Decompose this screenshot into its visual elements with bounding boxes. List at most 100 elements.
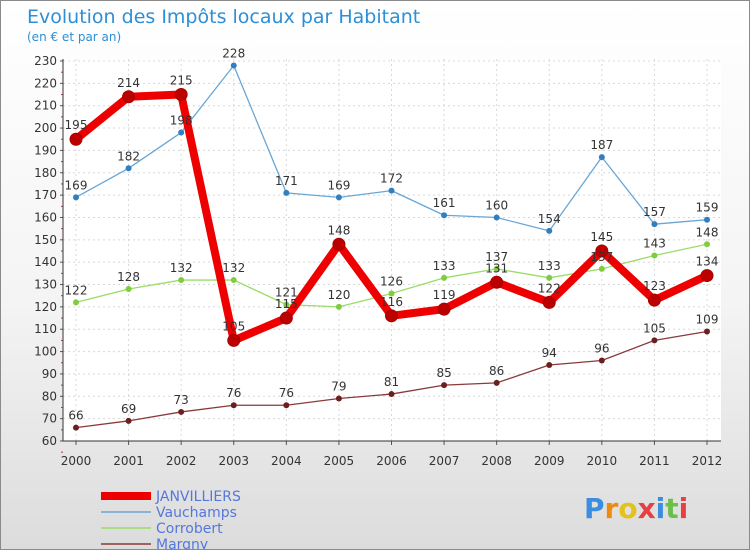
- y-tick-label: 160: [34, 210, 57, 224]
- y-tick-label: 220: [34, 76, 57, 90]
- data-label: 76: [226, 386, 241, 400]
- legend-label: Vauchamps: [156, 505, 237, 521]
- data-label: 148: [327, 223, 350, 237]
- chart-subtitle: (en € et par an): [27, 30, 121, 44]
- data-label: 159: [696, 201, 719, 215]
- data-label: 116: [380, 295, 403, 309]
- data-label: 66: [68, 409, 83, 423]
- y-tick-label: 200: [34, 121, 57, 135]
- data-point: [493, 265, 500, 272]
- logo-letter: o: [618, 492, 637, 525]
- data-point: [73, 299, 79, 306]
- data-point: [388, 290, 395, 297]
- data-label: 126: [380, 274, 403, 288]
- y-tick-label: 100: [34, 345, 57, 359]
- data-label: 157: [643, 205, 666, 219]
- x-tick-label: 2007: [429, 454, 460, 468]
- data-point: [651, 337, 658, 344]
- y-tick-label: 130: [34, 278, 57, 292]
- data-label: 121: [275, 286, 298, 300]
- data-label: 182: [117, 149, 140, 163]
- data-label: 160: [485, 198, 508, 212]
- data-label: 122: [65, 283, 88, 297]
- data-point: [490, 275, 504, 289]
- data-label: 119: [433, 288, 456, 302]
- data-label: 161: [433, 196, 456, 210]
- data-point: [283, 402, 290, 409]
- data-point: [332, 237, 346, 251]
- data-point: [385, 309, 398, 323]
- data-point: [441, 382, 448, 389]
- data-point: [125, 286, 132, 292]
- legend-label: Margny: [156, 537, 208, 549]
- x-tick-label: 2009: [534, 454, 565, 468]
- data-point: [651, 221, 658, 228]
- data-point: [335, 194, 342, 201]
- x-tick-label: 2011: [639, 454, 670, 468]
- y-tick-label: 90: [42, 367, 57, 381]
- y-tick-label: 120: [34, 300, 57, 314]
- logo-letter: i: [656, 492, 666, 525]
- data-label: 123: [643, 279, 666, 293]
- data-point: [335, 303, 342, 310]
- data-point: [651, 252, 658, 259]
- data-label: 120: [327, 288, 350, 302]
- y-tick-label: 150: [34, 233, 57, 247]
- grid: [63, 59, 721, 442]
- y-tick-label: 230: [34, 54, 57, 68]
- data-label: 228: [222, 46, 245, 60]
- data-point: [230, 402, 237, 409]
- data-label: 122: [538, 281, 561, 295]
- x-tick-label: 2010: [587, 454, 618, 468]
- data-point: [647, 293, 661, 307]
- data-point: [546, 274, 553, 281]
- data-label: 96: [594, 342, 609, 356]
- data-point: [122, 90, 136, 104]
- y-tick-label: 140: [34, 255, 57, 269]
- proxiti-logo: Proxiti: [584, 492, 688, 525]
- x-tick-label: 2005: [324, 454, 355, 468]
- legend-label: Corrobert: [156, 521, 223, 537]
- data-label: 85: [436, 366, 451, 380]
- data-label: 172: [380, 172, 403, 186]
- data-label: 215: [170, 74, 193, 88]
- data-point: [73, 424, 79, 431]
- data-label: 81: [384, 375, 399, 389]
- data-label: 134: [696, 255, 719, 269]
- data-label: 132: [222, 261, 245, 275]
- x-tick-label: 2008: [481, 454, 512, 468]
- y-tick-label: 170: [34, 188, 57, 202]
- data-point: [441, 212, 448, 219]
- y-tick-label: 80: [42, 389, 57, 403]
- data-point: [441, 274, 448, 281]
- x-tick-label: 2006: [376, 454, 407, 468]
- data-label: 86: [489, 364, 504, 378]
- logo-letter: i: [679, 492, 689, 525]
- data-point: [230, 62, 237, 69]
- data-label: 76: [279, 386, 294, 400]
- data-point: [598, 154, 605, 161]
- y-tick-label: 180: [34, 166, 57, 180]
- data-label: 148: [696, 225, 719, 239]
- data-label: 105: [643, 321, 666, 335]
- data-label: 214: [117, 76, 140, 90]
- axes: 60 70 80 90 100 110 120 130 140 150 160 170 180 190 20…: [34, 54, 722, 468]
- data-point: [437, 302, 451, 316]
- y-tick-label: 70: [42, 412, 57, 426]
- logo-letter: r: [605, 492, 619, 525]
- data-label: 195: [65, 118, 88, 132]
- data-point: [178, 408, 185, 415]
- data-label: 131: [485, 261, 508, 275]
- y-tick-label: 110: [34, 322, 57, 336]
- logo-letter: x: [638, 492, 656, 525]
- data-label: 169: [327, 178, 350, 192]
- data-point: [174, 88, 188, 102]
- data-label: 187: [590, 138, 613, 152]
- series: [69, 62, 714, 431]
- data-point: [704, 328, 710, 335]
- data-label: 171: [275, 174, 298, 188]
- data-label: 128: [117, 270, 140, 284]
- data-point: [546, 362, 553, 368]
